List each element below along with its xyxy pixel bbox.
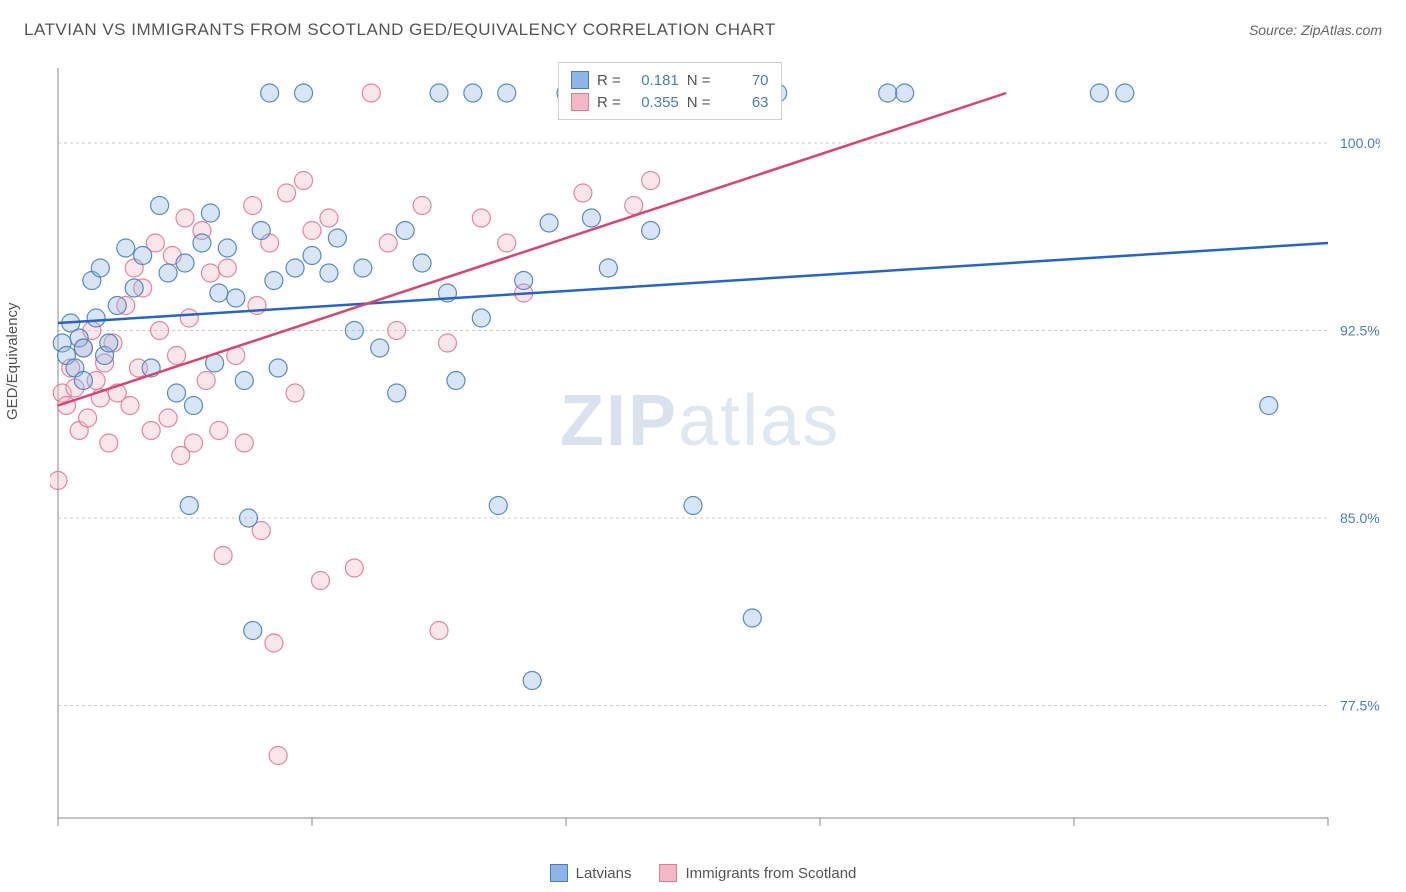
title-bar: LATVIAN VS IMMIGRANTS FROM SCOTLAND GED/… — [24, 20, 1382, 40]
y-axis-label: GED/Equivalency — [4, 302, 21, 420]
svg-text:100.0%: 100.0% — [1340, 135, 1380, 151]
n-value: 70 — [719, 72, 769, 89]
legend-label: Latvians — [576, 865, 632, 882]
correlation-info-box: R = 0.181 N = 70 R = 0.355 N = 63 — [558, 62, 782, 120]
svg-text:77.5%: 77.5% — [1340, 698, 1380, 714]
n-label: N = — [687, 94, 711, 111]
r-value: 0.355 — [629, 94, 679, 111]
info-row: R = 0.355 N = 63 — [571, 91, 769, 113]
legend-swatch-latvians — [550, 864, 568, 882]
bottom-legend: Latvians Immigrants from Scotland — [0, 864, 1406, 882]
series-swatch-latvians — [571, 71, 589, 89]
legend-item-scotland: Immigrants from Scotland — [659, 864, 856, 882]
plot-area: 77.5%85.0%92.5%100.0%0.0%15.0% — [50, 60, 1380, 830]
svg-text:85.0%: 85.0% — [1340, 510, 1380, 526]
r-value: 0.181 — [629, 72, 679, 89]
n-value: 63 — [719, 94, 769, 111]
source-attribution: Source: ZipAtlas.com — [1249, 22, 1382, 38]
svg-text:92.5%: 92.5% — [1340, 323, 1380, 339]
r-label: R = — [597, 94, 621, 111]
series-swatch-scotland — [571, 93, 589, 111]
legend-item-latvians: Latvians — [550, 864, 632, 882]
info-row: R = 0.181 N = 70 — [571, 69, 769, 91]
legend-swatch-scotland — [659, 864, 677, 882]
chart-title: LATVIAN VS IMMIGRANTS FROM SCOTLAND GED/… — [24, 20, 776, 40]
legend-label: Immigrants from Scotland — [685, 865, 856, 882]
n-label: N = — [687, 72, 711, 89]
scatter-plot-svg: 77.5%85.0%92.5%100.0%0.0%15.0% — [50, 60, 1380, 830]
r-label: R = — [597, 72, 621, 89]
